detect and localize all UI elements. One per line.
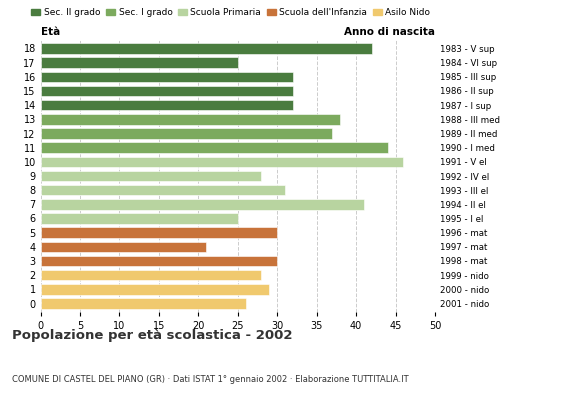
Bar xyxy=(41,199,364,210)
Bar xyxy=(41,284,269,295)
Bar xyxy=(41,43,372,54)
Bar xyxy=(41,242,206,252)
Bar xyxy=(41,227,277,238)
Legend: Sec. II grado, Sec. I grado, Scuola Primaria, Scuola dell'Infanzia, Asilo Nido: Sec. II grado, Sec. I grado, Scuola Prim… xyxy=(28,4,434,21)
Text: COMUNE DI CASTEL DEL PIANO (GR) · Dati ISTAT 1° gennaio 2002 · Elaborazione TUTT: COMUNE DI CASTEL DEL PIANO (GR) · Dati I… xyxy=(12,375,408,384)
Bar xyxy=(41,128,332,139)
Bar xyxy=(41,185,285,196)
Text: Popolazione per età scolastica - 2002: Popolazione per età scolastica - 2002 xyxy=(12,329,292,342)
Bar xyxy=(41,100,293,110)
Bar xyxy=(41,256,277,266)
Bar xyxy=(41,213,238,224)
Text: Età: Età xyxy=(41,27,60,37)
Bar xyxy=(41,142,387,153)
Bar xyxy=(41,72,293,82)
Bar xyxy=(41,57,238,68)
Bar xyxy=(41,156,404,167)
Bar xyxy=(41,270,262,280)
Bar xyxy=(41,298,246,309)
Bar xyxy=(41,114,340,125)
Bar xyxy=(41,86,293,96)
Bar xyxy=(41,171,262,181)
Text: Anno di nascita: Anno di nascita xyxy=(344,27,435,37)
